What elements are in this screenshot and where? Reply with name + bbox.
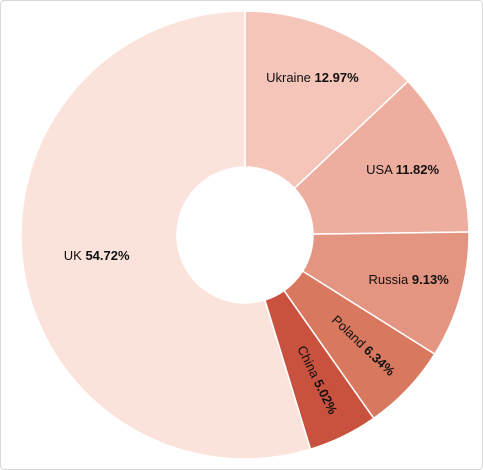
- slice-label: Russia 9.13%: [369, 272, 450, 287]
- value-label: 54.72%: [85, 249, 130, 264]
- value-label: 9.13%: [412, 272, 449, 287]
- category-label: Russia: [369, 272, 410, 287]
- category-label: USA: [366, 163, 393, 178]
- slice-label: Ukraine 12.97%: [266, 70, 359, 85]
- donut-slice: [244, 10, 410, 190]
- donut-slice: [20, 10, 312, 460]
- value-label: 11.82%: [396, 163, 440, 178]
- value-label: 12.97%: [315, 70, 360, 85]
- category-label: UK: [64, 249, 82, 264]
- slice-label: UK 54.72%: [64, 249, 130, 264]
- donut-slice: [293, 80, 470, 235]
- category-label: Ukraine: [266, 70, 311, 85]
- donut-slice: [301, 231, 470, 356]
- slice-label: USA 11.82%: [366, 163, 439, 178]
